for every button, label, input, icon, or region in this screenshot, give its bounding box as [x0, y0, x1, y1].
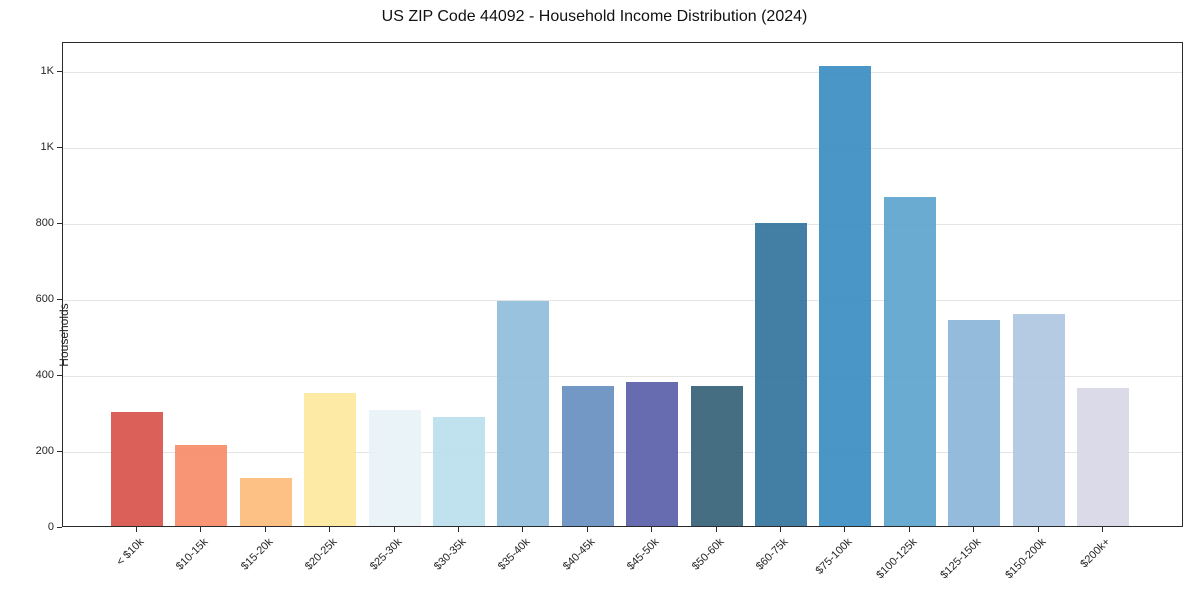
y-tick-label-200: 200 — [35, 444, 54, 457]
x-tick-label-12: $100-125k — [874, 536, 920, 582]
y-tick-mark-600 — [57, 298, 62, 300]
bar-20-25k — [304, 392, 357, 526]
y-tick-mark-400 — [57, 374, 62, 376]
x-tick-mark-8 — [651, 527, 653, 532]
bar-30-35k — [433, 416, 485, 526]
y-tick-mark-800 — [57, 222, 62, 224]
x-tick-label-15: $200k+ — [1078, 536, 1113, 571]
x-tick-label-11: $75-100k — [813, 536, 855, 577]
x-tick-mark-9 — [715, 527, 717, 532]
x-tick-mark-7 — [586, 527, 588, 532]
x-tick-label-10: $60-75k — [753, 536, 791, 573]
x-tick-mark-2 — [264, 527, 266, 532]
bar-15-20k — [239, 478, 292, 526]
gridline-y-1200 — [63, 71, 1182, 73]
bar-50-60k — [690, 386, 743, 526]
x-tick-mark-1 — [200, 527, 202, 532]
bar-200k — [1077, 388, 1129, 526]
x-tick-label-5: $30-35k — [431, 536, 469, 573]
x-tick-label-6: $35-40k — [496, 536, 533, 573]
x-tick-label-14: $150-200k — [1002, 536, 1049, 582]
gridline-y-1000 — [63, 147, 1182, 149]
y-tick-mark-0 — [57, 527, 62, 528]
y-tick-label-600: 600 — [35, 292, 54, 305]
x-tick-mark-10 — [780, 527, 781, 532]
x-tick-mark-0 — [136, 527, 137, 532]
bar-25-30k — [368, 410, 421, 526]
y-tick-mark-1200 — [57, 70, 62, 72]
y-tick-label-1000: 1K — [40, 140, 54, 153]
x-tick-mark-3 — [329, 527, 331, 532]
gridline-y-200 — [63, 451, 1182, 453]
x-tick-mark-6 — [522, 527, 524, 532]
x-tick-mark-12 — [908, 527, 910, 532]
y-axis-title: Households — [57, 303, 71, 367]
plot-area: Households — [57, 42, 1183, 527]
x-tick-label-2: $15-20k — [238, 536, 276, 573]
x-tick-label-9: $50-60k — [689, 536, 727, 573]
bar-10k — [111, 411, 163, 526]
x-tick-label-8: $45-50k — [625, 536, 662, 573]
bar-40-45k — [561, 386, 614, 526]
x-tick-mark-13 — [973, 527, 975, 532]
y-tick-label-1200: 1K — [40, 64, 54, 77]
x-tick-mark-11 — [844, 527, 846, 532]
gridline-y-600 — [63, 299, 1182, 301]
x-tick-label-3: $20-25k — [303, 536, 340, 573]
x-tick-label-4: $25-30k — [367, 536, 405, 573]
x-tick-mark-15 — [1102, 527, 1103, 532]
bar-75-100k — [819, 66, 872, 526]
x-tick-mark-5 — [458, 527, 459, 532]
x-tick-label-13: $125-150k — [938, 536, 984, 582]
y-tick-label-0: 0 — [47, 521, 54, 533]
bar-100-125k — [883, 196, 936, 526]
x-tick-label-1: $10-15k — [174, 536, 211, 573]
x-tick-label-0: < $10k — [114, 536, 147, 569]
bar-45-50k — [626, 381, 679, 526]
y-tick-label-800: 800 — [35, 216, 54, 229]
y-tick-label-400: 400 — [35, 368, 54, 381]
bar-35-40k — [497, 300, 550, 526]
bar-125-150k — [948, 319, 1001, 526]
y-tick-mark-200 — [57, 450, 62, 452]
bar-60-75k — [755, 222, 807, 526]
y-tick-mark-1000 — [57, 146, 62, 148]
x-tick-label-7: $40-45k — [560, 536, 598, 573]
bar-150-200k — [1012, 314, 1065, 526]
x-tick-mark-4 — [393, 527, 395, 532]
gridline-y-400 — [63, 375, 1182, 377]
gridline-y-800 — [63, 223, 1182, 225]
x-tick-mark-14 — [1037, 527, 1039, 532]
bar-10-15k — [175, 444, 228, 526]
chart-title: US ZIP Code 44092 - Household Income Dis… — [381, 8, 808, 25]
